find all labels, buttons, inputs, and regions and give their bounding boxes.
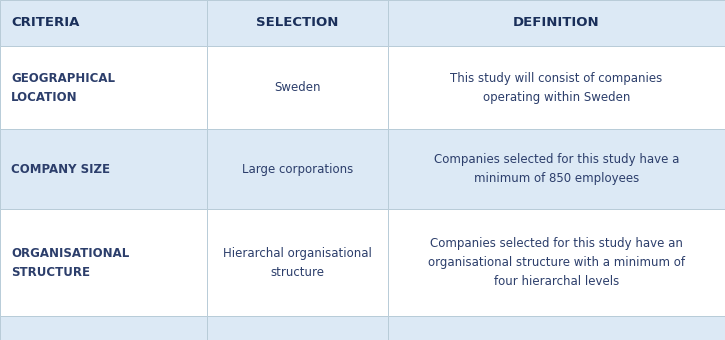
- Bar: [207, 46, 388, 129]
- Text: DEFINITION: DEFINITION: [513, 16, 600, 30]
- Bar: [388, 46, 725, 129]
- Text: COMPANY SIZE: COMPANY SIZE: [11, 163, 110, 176]
- Bar: [207, 209, 388, 316]
- Bar: [0, 316, 207, 340]
- Text: This study will consist of companies
operating within Sweden: This study will consist of companies ope…: [450, 71, 663, 104]
- Text: Hierarchal organisational
structure: Hierarchal organisational structure: [223, 246, 372, 279]
- Bar: [388, 209, 725, 316]
- Bar: [388, 316, 725, 340]
- Text: SELECTION: SELECTION: [256, 16, 339, 30]
- Text: Companies selected for this study have a
minimum of 850 employees: Companies selected for this study have a…: [434, 153, 679, 185]
- Text: CRITERIA: CRITERIA: [11, 16, 79, 30]
- Bar: [0, 46, 207, 129]
- Text: Large corporations: Large corporations: [241, 163, 353, 176]
- Text: ORGANISATIONAL
STRUCTURE: ORGANISATIONAL STRUCTURE: [11, 246, 129, 279]
- Text: Sweden: Sweden: [274, 81, 320, 94]
- Bar: [0, 209, 207, 316]
- Bar: [0, 0, 207, 46]
- Text: GEOGRAPHICAL
LOCATION: GEOGRAPHICAL LOCATION: [11, 71, 115, 104]
- Bar: [207, 129, 388, 209]
- Bar: [207, 0, 388, 46]
- Bar: [388, 129, 725, 209]
- Text: Companies selected for this study have an
organisational structure with a minimu: Companies selected for this study have a…: [428, 237, 685, 288]
- Bar: [0, 129, 207, 209]
- Bar: [388, 0, 725, 46]
- Bar: [207, 316, 388, 340]
